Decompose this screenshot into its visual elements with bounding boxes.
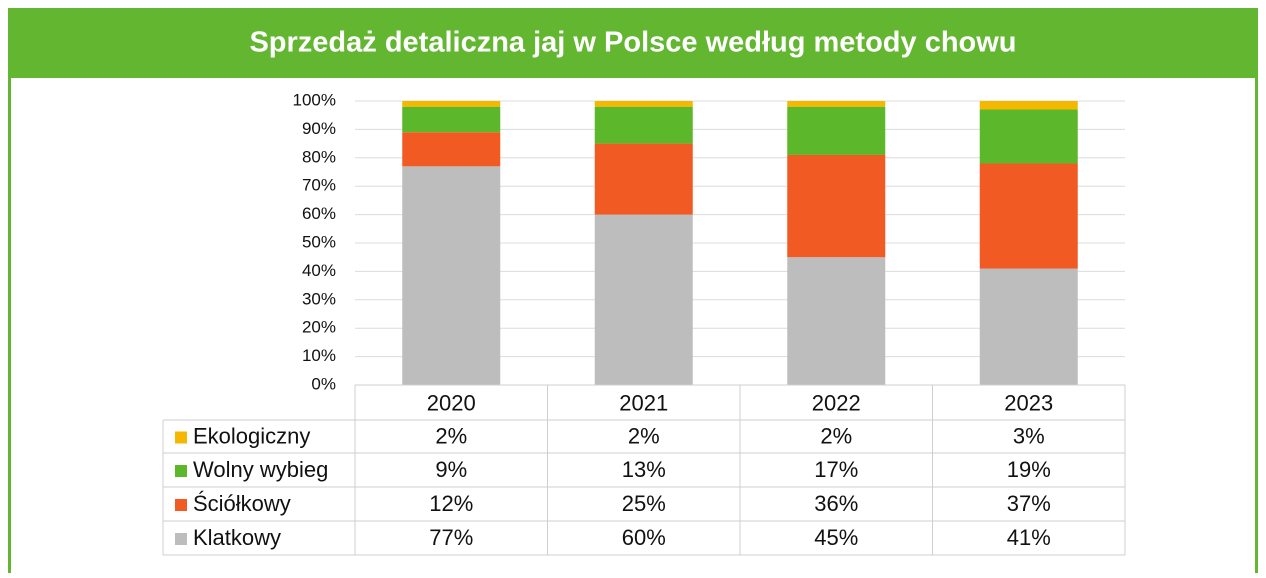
y-tick-label: 20% — [302, 318, 336, 337]
bar-segment — [787, 106, 886, 155]
table-value: 17% — [814, 457, 858, 482]
legend-swatch — [175, 533, 187, 545]
x-tick-label: 2021 — [619, 390, 668, 415]
legend-label: Wolny wybieg — [193, 457, 328, 482]
y-tick-label: 30% — [302, 289, 336, 308]
legend-swatch — [175, 499, 187, 511]
y-tick-label: 10% — [302, 346, 336, 365]
x-tick-label: 2022 — [812, 390, 861, 415]
table-value: 45% — [814, 525, 858, 550]
legend-swatch — [175, 465, 187, 477]
bar-segment — [594, 106, 693, 144]
table-value: 60% — [622, 525, 666, 550]
x-tick-label: 2023 — [1004, 390, 1053, 415]
table-value: 25% — [622, 491, 666, 516]
y-tick-label: 70% — [302, 176, 336, 195]
table-value: 3% — [1013, 423, 1045, 448]
legend-swatch — [175, 431, 187, 444]
bar-segment — [402, 106, 501, 133]
bar-segment — [979, 109, 1078, 164]
table-value: 13% — [622, 457, 666, 482]
table-value: 37% — [1007, 491, 1051, 516]
chart-title: Sprzedaż detaliczna jaj w Polsce według … — [249, 27, 1016, 59]
table-value: 77% — [429, 525, 473, 550]
bar-segment — [402, 132, 501, 167]
y-tick-label: 90% — [302, 119, 336, 138]
bar-segment — [402, 166, 501, 385]
y-tick-label: 50% — [302, 232, 336, 251]
bar-segment — [594, 143, 693, 215]
bar-segment — [787, 101, 886, 107]
y-tick-label: 60% — [302, 204, 336, 223]
table-value: 36% — [814, 491, 858, 516]
bar-segment — [594, 101, 693, 107]
y-tick-label: 100% — [293, 90, 336, 109]
bar-segment — [979, 163, 1078, 269]
table-value: 12% — [429, 491, 473, 516]
table-value: 2% — [435, 423, 467, 448]
legend-label: Ekologiczny — [193, 423, 310, 448]
table-value: 9% — [435, 457, 467, 482]
x-tick-label: 2020 — [427, 390, 476, 415]
bar-segment — [402, 101, 501, 107]
legend-label: Ściółkowy — [193, 491, 291, 516]
table-value: 2% — [628, 423, 660, 448]
bar-segment — [979, 268, 1078, 385]
table-value: 41% — [1007, 525, 1051, 550]
bar-segment — [979, 101, 1078, 110]
legend-label: Klatkowy — [193, 525, 281, 550]
bar-segment — [787, 154, 886, 258]
y-tick-label: 40% — [302, 261, 336, 280]
right-border — [1255, 78, 1258, 573]
header-bar — [8, 8, 1258, 78]
left-border — [8, 78, 11, 573]
y-tick-label: 80% — [302, 147, 336, 166]
bar-segment — [787, 257, 886, 385]
y-tick-label: 0% — [311, 374, 336, 393]
bar-segment — [594, 214, 693, 385]
table-value: 19% — [1007, 457, 1051, 482]
table-value: 2% — [820, 423, 852, 448]
